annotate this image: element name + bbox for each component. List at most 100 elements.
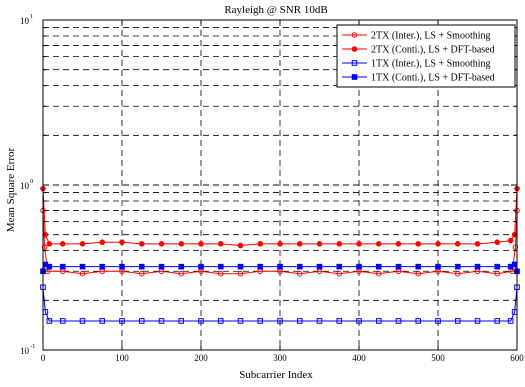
data-point xyxy=(316,263,323,270)
series-line xyxy=(42,210,518,275)
data-point xyxy=(217,270,224,277)
data-point xyxy=(178,270,185,277)
data-point xyxy=(474,241,481,247)
data-point xyxy=(237,270,244,277)
data-point xyxy=(296,241,303,247)
data-point xyxy=(454,318,461,324)
data-point xyxy=(296,318,303,324)
data-point xyxy=(79,270,86,277)
data-point xyxy=(356,318,362,324)
data-point xyxy=(316,241,323,247)
data-point xyxy=(59,318,66,324)
data-point xyxy=(336,263,343,270)
legend-label: 1TX (Inter.), LS + Smoothing xyxy=(371,59,491,70)
y-tick-exponent: -1 xyxy=(30,343,35,350)
data-point xyxy=(158,241,165,247)
data-point xyxy=(316,318,323,324)
data-point xyxy=(296,270,303,277)
data-point xyxy=(217,263,224,270)
data-point xyxy=(375,241,382,247)
data-point xyxy=(79,241,86,247)
data-point xyxy=(46,263,53,270)
data-point xyxy=(336,270,343,277)
data-point xyxy=(512,244,519,250)
data-point xyxy=(474,318,481,324)
data-point xyxy=(158,318,165,324)
legend: 2TX (Inter.), LS + Smoothing 2TX (Conti.)… xyxy=(336,24,516,88)
data-point xyxy=(474,263,481,270)
data-point xyxy=(336,241,343,247)
data-point xyxy=(415,241,422,247)
data-point xyxy=(119,318,125,324)
legend-label: 1TX (Conti.), LS + DFT-based xyxy=(371,73,495,84)
x-tick-label: 500 xyxy=(431,353,445,363)
x-tick-label: 300 xyxy=(273,353,287,363)
data-point xyxy=(435,263,441,270)
data-point xyxy=(415,263,422,270)
data-point xyxy=(395,263,402,270)
data-point xyxy=(375,318,382,324)
data-point xyxy=(494,263,501,270)
data-point xyxy=(375,263,382,270)
data-point xyxy=(277,241,283,247)
data-point xyxy=(138,241,145,247)
data-point xyxy=(178,241,185,247)
data-point xyxy=(336,318,343,324)
data-point xyxy=(59,241,66,247)
data-point xyxy=(356,241,362,247)
data-point xyxy=(138,318,145,324)
y-tick-label: 10 xyxy=(20,181,30,191)
data-point xyxy=(454,270,461,277)
x-tick-label: 100 xyxy=(115,353,129,363)
legend-marker xyxy=(351,60,358,66)
data-point xyxy=(59,263,66,270)
x-tick-label: 600 xyxy=(510,353,524,363)
series-3 xyxy=(40,284,520,324)
x-tick-label: 0 xyxy=(41,353,46,363)
data-point xyxy=(99,318,106,324)
data-point xyxy=(395,318,402,324)
data-point xyxy=(507,318,514,324)
data-point xyxy=(99,239,106,246)
data-point xyxy=(198,241,204,247)
data-point xyxy=(237,242,244,249)
data-point xyxy=(41,244,48,250)
data-point xyxy=(296,263,303,270)
data-point xyxy=(178,318,185,324)
x-tick-label: 200 xyxy=(194,353,208,363)
legend-marker xyxy=(351,32,358,38)
data-point xyxy=(395,241,402,247)
y-tick-label: 10 xyxy=(20,346,30,356)
data-point xyxy=(46,318,53,324)
legend-marker xyxy=(351,46,358,52)
data-point xyxy=(454,263,461,270)
legend-item: 2TX (Conti.), LS + DFT-based xyxy=(342,45,495,56)
data-point xyxy=(356,263,362,270)
data-point xyxy=(415,270,422,277)
data-point xyxy=(454,241,461,247)
data-point xyxy=(415,318,422,324)
data-point xyxy=(237,263,244,270)
data-point xyxy=(198,318,204,324)
data-point xyxy=(79,263,86,270)
series-line xyxy=(42,287,518,322)
data-point xyxy=(257,263,264,270)
data-point xyxy=(257,318,264,324)
legend-label: 2TX (Conti.), LS + DFT-based xyxy=(371,45,495,56)
y-tick-label: 10 xyxy=(20,16,30,26)
data-point xyxy=(46,241,53,247)
data-point xyxy=(375,270,382,277)
legend-item: 2TX (Inter.), LS + Smoothing xyxy=(342,31,491,42)
data-point xyxy=(435,318,441,324)
data-point xyxy=(99,263,106,270)
data-point xyxy=(217,241,224,247)
data-point xyxy=(237,318,244,324)
chart-title: Rayleigh @ SNR 10dB xyxy=(224,4,327,16)
data-point xyxy=(79,318,86,324)
data-point xyxy=(198,263,204,270)
data-point xyxy=(507,237,514,244)
data-point xyxy=(257,241,264,247)
data-point xyxy=(277,318,283,324)
